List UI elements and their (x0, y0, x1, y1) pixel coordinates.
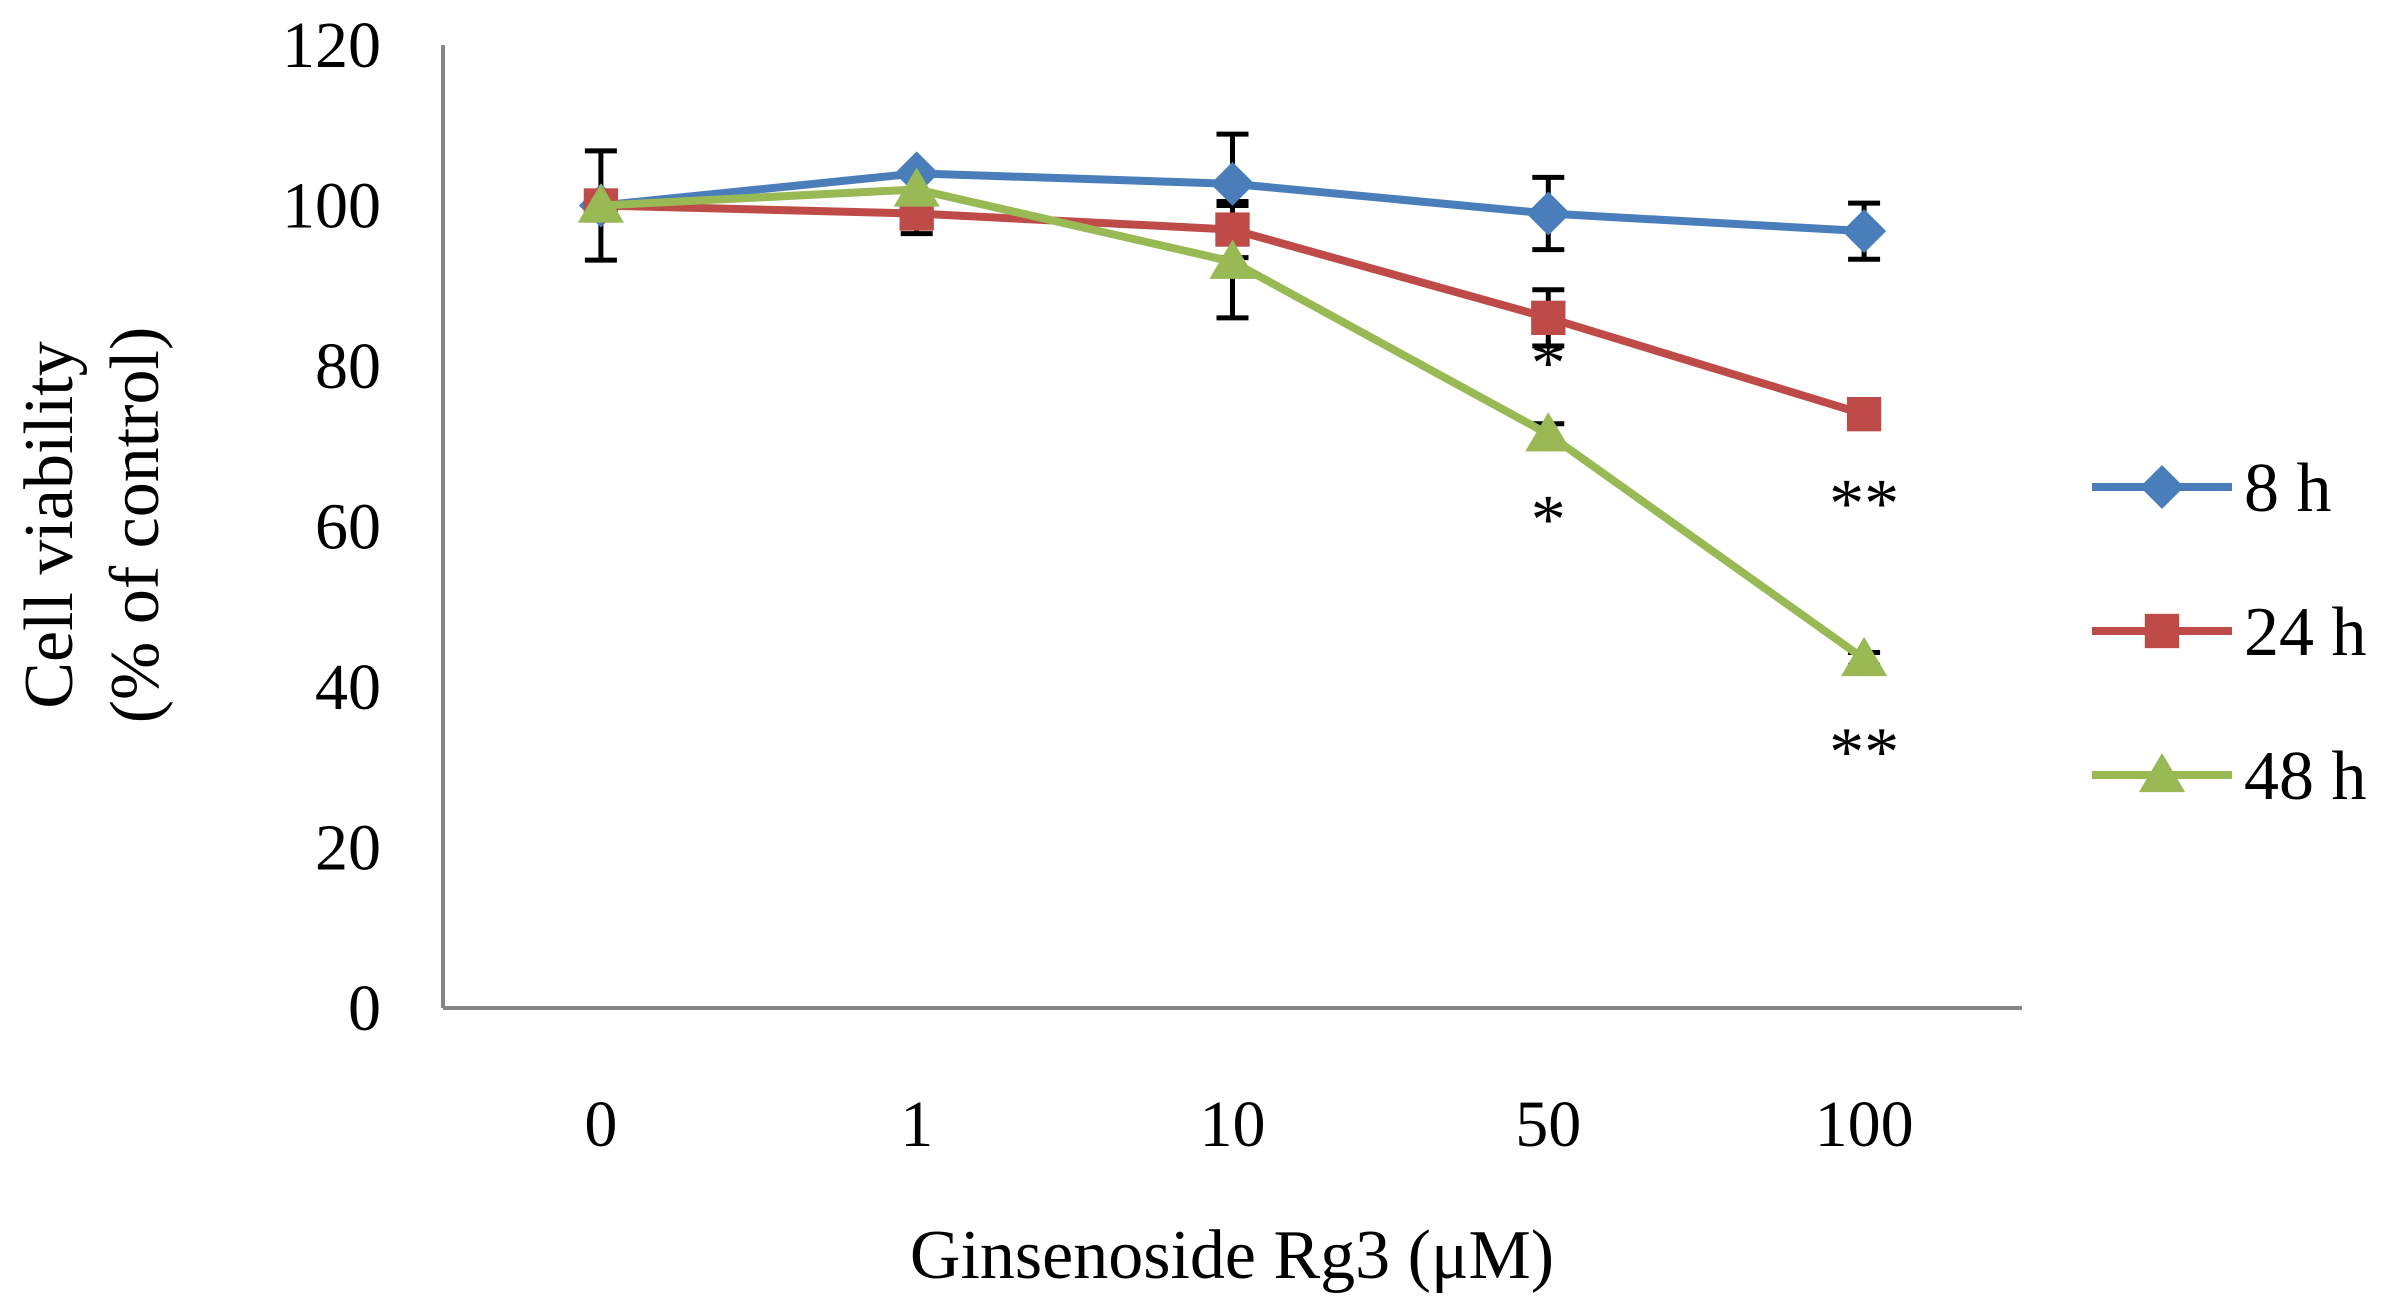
significance-marker: * (1531, 481, 1566, 558)
data-point-24h (1531, 300, 1566, 336)
significance-marker: ** (1829, 714, 1899, 791)
data-point-48h (1525, 412, 1572, 452)
data-point-8h (1526, 191, 1571, 236)
x-tick-label: 100 (1815, 1088, 1914, 1161)
y-axis-title-line2: (% of control) (97, 327, 174, 724)
y-tick-label: 0 (348, 972, 381, 1045)
significance-marker: ** (1829, 465, 1899, 542)
data-point-24h (1846, 396, 1882, 432)
legend-label-8h: 8 h (2244, 450, 2332, 527)
y-tick-label: 100 (282, 170, 381, 243)
legend-marker-48h (2138, 753, 2186, 793)
y-axis-title-line1: Cell viability (11, 341, 88, 708)
x-tick-label: 10 (1200, 1088, 1266, 1161)
series-group (577, 151, 1888, 677)
data-point-48h (1841, 636, 1888, 677)
legend-marker-8h (2140, 465, 2184, 509)
y-tick-label: 120 (282, 9, 381, 82)
x-tick-labels: 0 1 10 50 100 (584, 1088, 1913, 1161)
significance-annotations: ** **** (1531, 325, 1899, 791)
x-axis-title: Ginsenoside Rg3 (μM) (910, 1217, 1554, 1294)
data-point-48h (893, 167, 940, 207)
y-tick-labels: 0 20 40 60 80 100 120 (282, 9, 381, 1045)
legend-label-24h: 24 h (2244, 594, 2367, 671)
x-tick-label: 0 (584, 1088, 617, 1161)
data-point-48h (1209, 239, 1256, 279)
y-tick-label: 40 (315, 651, 381, 724)
y-tick-label: 20 (315, 812, 381, 885)
y-tick-label: 80 (315, 330, 381, 403)
legend-marker-24h (2144, 613, 2180, 649)
data-point-8h (1210, 161, 1255, 206)
x-tick-label: 50 (1515, 1088, 1581, 1161)
significance-marker: * (1531, 325, 1566, 402)
y-tick-label: 60 (315, 491, 381, 564)
x-tick-label: 1 (900, 1088, 933, 1161)
legend-label-48h: 48 h (2244, 738, 2367, 815)
legend: 8 h 24 h 48 h (2092, 450, 2367, 815)
axes (441, 45, 2022, 1010)
data-point-8h (1842, 209, 1887, 254)
data-point-48h (577, 183, 624, 223)
